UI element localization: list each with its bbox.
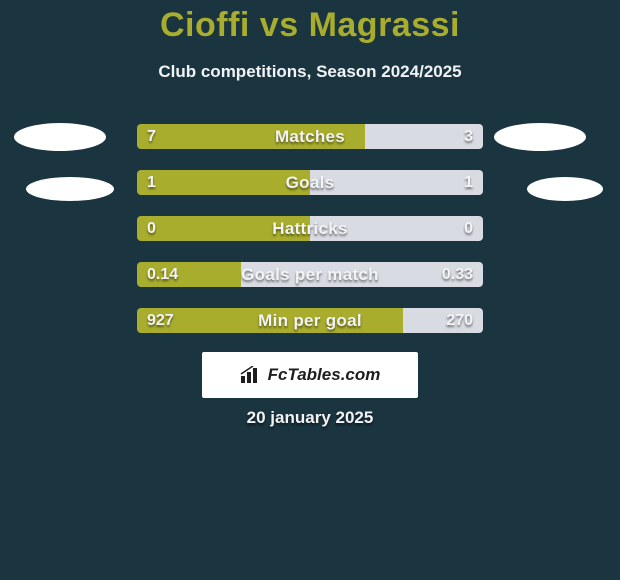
bar-left xyxy=(137,262,241,287)
oval-decoration xyxy=(26,177,114,201)
comparison-row: 0 0 Hattricks xyxy=(137,216,483,241)
bar-chart-icon xyxy=(240,366,262,384)
comparison-row: 1 1 Goals xyxy=(137,170,483,195)
comparison-row: 0.14 0.33 Goals per match xyxy=(137,262,483,287)
comparison-row: 7 3 Matches xyxy=(137,124,483,149)
oval-decoration xyxy=(494,123,586,151)
bar-right xyxy=(365,124,483,149)
bar-left xyxy=(137,124,365,149)
bar-right xyxy=(241,262,483,287)
comparison-rows: 7 3 Matches 1 1 Goals 0 0 Hattricks 0.14… xyxy=(137,124,483,333)
date-stamp: 20 january 2025 xyxy=(0,408,620,428)
page-title: Cioffi vs Magrassi xyxy=(0,6,620,45)
bar-left xyxy=(137,308,403,333)
bar-right xyxy=(310,216,483,241)
bar-left xyxy=(137,170,310,195)
bar-right xyxy=(310,170,483,195)
oval-decoration xyxy=(527,177,603,201)
comparison-row: 927 270 Min per goal xyxy=(137,308,483,333)
brand-link[interactable]: FcTables.com xyxy=(202,352,418,398)
page-subtitle: Club competitions, Season 2024/2025 xyxy=(0,62,620,82)
bar-right xyxy=(403,308,483,333)
oval-decoration xyxy=(14,123,106,151)
brand-text: FcTables.com xyxy=(268,365,381,385)
bar-left xyxy=(137,216,310,241)
